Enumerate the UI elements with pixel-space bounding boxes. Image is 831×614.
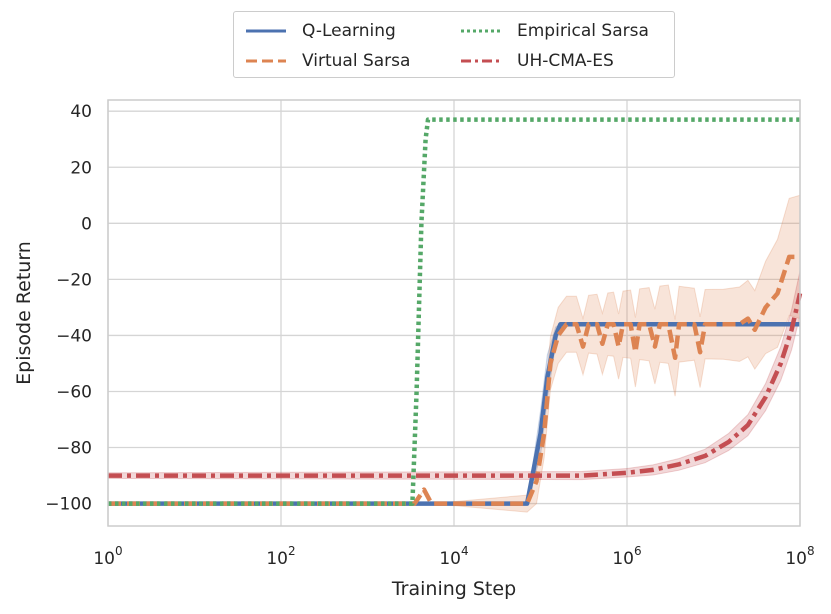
- legend-swatch-dotted: [461, 29, 501, 33]
- x-axis-ticks: 100 102 104 106 108: [93, 544, 814, 569]
- legend-item-q-learning: Q-Learning: [246, 19, 396, 43]
- y-tick-label: −40: [56, 326, 92, 346]
- legend-swatch-solid: [246, 29, 286, 33]
- x-tick-base: 10: [93, 549, 115, 569]
- legend-item-virtual-sarsa: Virtual Sarsa: [246, 49, 410, 73]
- legend-swatch-dashed: [246, 59, 286, 63]
- x-tick-exponent: 2: [288, 544, 296, 558]
- x-tick-base: 10: [785, 549, 807, 569]
- x-tick-exponent: 0: [115, 544, 123, 558]
- x-tick-label: 102: [266, 544, 295, 569]
- y-tick-label: −60: [56, 382, 92, 402]
- x-axis-title: Training Step: [391, 578, 516, 600]
- y-tick-label: 40: [70, 102, 92, 122]
- legend-item-empirical-sarsa: Empirical Sarsa: [461, 19, 649, 43]
- legend-label-uh-cma-es: UH-CMA-ES: [517, 51, 614, 71]
- legend-swatch-dashdot: [461, 59, 501, 63]
- y-tick-label: 0: [81, 214, 92, 234]
- x-tick-label: 106: [612, 544, 641, 569]
- x-tick-base: 10: [612, 549, 634, 569]
- series-line-uh-cma-es: [108, 292, 803, 478]
- legend-label-virtual-sarsa: Virtual Sarsa: [302, 51, 411, 71]
- plot-frame: [107, 99, 801, 527]
- series-lines: [108, 117, 803, 506]
- y-axis-title: Episode Return: [13, 241, 35, 385]
- x-tick-exponent: 4: [461, 544, 469, 558]
- y-tick-label: 20: [70, 158, 92, 178]
- x-tick-label: 104: [439, 544, 468, 569]
- legend-label-q-learning: Q-Learning: [302, 21, 396, 41]
- x-tick-label: 100: [93, 544, 122, 569]
- y-tick-label: −100: [45, 495, 92, 515]
- y-tick-label: −20: [56, 270, 92, 290]
- grid-lines: [107, 100, 801, 526]
- x-tick-label: 108: [785, 544, 814, 569]
- x-tick-exponent: 8: [807, 544, 815, 558]
- legend-label-empirical-sarsa: Empirical Sarsa: [517, 21, 649, 41]
- x-tick-base: 10: [439, 549, 461, 569]
- legend: Q-Learning Virtual Sarsa Empirical Sarsa…: [233, 11, 675, 78]
- x-tick-base: 10: [266, 549, 288, 569]
- legend-item-uh-cma-es: UH-CMA-ES: [461, 49, 614, 73]
- y-axis-ticks: 40 20 0 −20 −40 −60 −80 −100: [45, 102, 92, 514]
- series-line-empirical-sarsa: [108, 117, 800, 506]
- series-line-virtual-sarsa: [108, 254, 800, 506]
- y-tick-label: −80: [56, 439, 92, 459]
- x-tick-exponent: 6: [634, 544, 642, 558]
